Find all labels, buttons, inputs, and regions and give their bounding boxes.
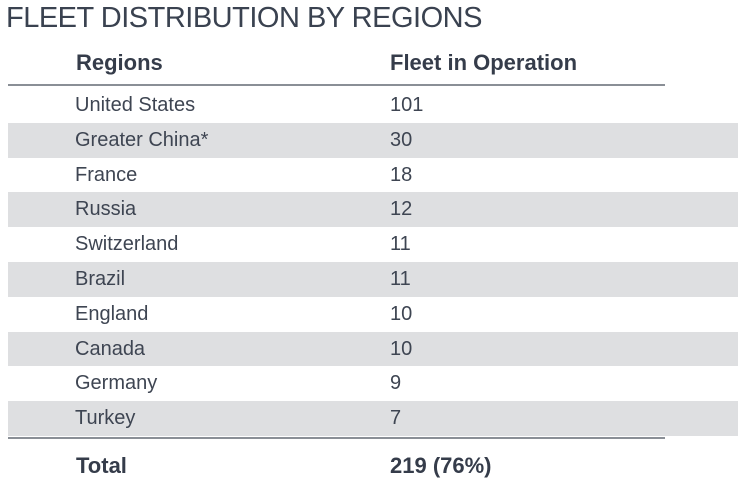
fleet-cell: 9 [390,372,402,395]
column-header-fleet: Fleet in Operation [390,50,578,75]
region-cell: Russia [75,198,137,221]
fleet-cell: 30 [390,128,413,151]
region-cell: Germany [75,372,158,395]
fleet-cell: 101 [390,94,424,116]
table-row: Germany 9 [8,366,738,401]
region-cell: Brazil [75,267,126,290]
table-header: Regions Fleet in Operation [0,44,750,82]
region-cell: France [75,163,138,186]
header-divider [8,84,665,86]
page-title: FLEET DISTRIBUTION BY REGIONS [6,2,482,34]
region-cell: England [75,302,149,325]
table-row: England 10 [8,297,738,332]
table-body: United States 101 Greater China* 30 Fran… [8,88,738,436]
fleet-cell: 11 [390,233,411,256]
fleet-cell: 18 [390,163,413,186]
total-row: Total 219 (76%) [0,448,750,486]
fleet-cell: 12 [390,198,413,221]
region-cell: Switzerland [75,233,179,256]
fleet-cell: 10 [390,302,413,325]
table-row: Russia 12 [8,192,738,228]
table-row: Greater China* 30 [8,122,738,158]
fleet-cell: 7 [390,407,402,430]
total-label: Total [76,453,127,478]
region-cell: United States [75,94,196,116]
table-row: Brazil 11 [8,261,738,297]
region-cell: Turkey [75,407,136,430]
table-row: United States 101 [8,88,738,123]
table-row: Canada 10 [8,331,738,367]
total-value: 219 (76%) [390,453,492,478]
column-header-regions: Regions [76,50,163,75]
total-divider [8,437,665,439]
table-row: Turkey 7 [8,401,738,436]
table-row: Switzerland 11 [8,227,738,262]
region-cell: Greater China* [75,128,209,151]
fleet-cell: 10 [390,337,413,360]
region-cell: Canada [75,337,146,360]
table-row: France 18 [8,158,738,193]
fleet-cell: 11 [390,267,411,290]
